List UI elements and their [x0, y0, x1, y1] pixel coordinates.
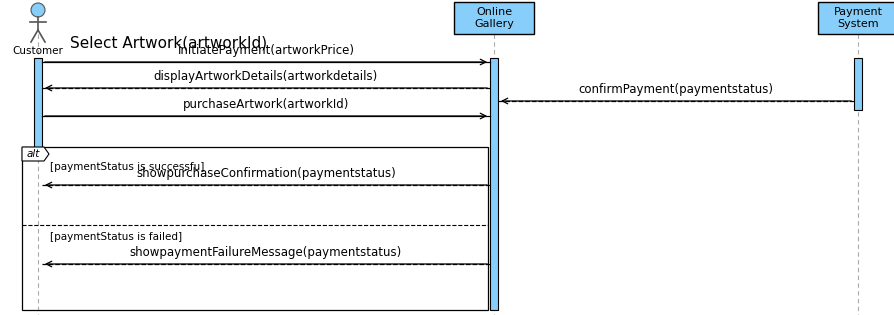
Bar — [34, 58, 42, 148]
Text: showpaymentFailureMessage(paymentstatus): showpaymentFailureMessage(paymentstatus) — [130, 246, 402, 259]
Bar — [854, 58, 862, 110]
Text: Payment
System: Payment System — [833, 7, 882, 29]
Text: showpurchaseConfirmation(paymentstatus): showpurchaseConfirmation(paymentstatus) — [136, 167, 396, 180]
Text: Select Artwork(artworkId): Select Artwork(artworkId) — [70, 36, 267, 50]
Text: [paymentStatus is successfu]: [paymentStatus is successfu] — [50, 162, 205, 172]
Bar — [490, 58, 498, 310]
Text: Customer: Customer — [13, 46, 63, 56]
Text: displayArtworkDetails(artworkdetails): displayArtworkDetails(artworkdetails) — [154, 70, 378, 83]
Circle shape — [31, 3, 45, 17]
Bar — [454, 2, 534, 34]
Text: purchaseArtwork(artworkId): purchaseArtwork(artworkId) — [182, 98, 350, 111]
Bar — [22, 147, 488, 310]
Bar — [818, 2, 894, 34]
Polygon shape — [22, 147, 49, 161]
Text: confirmPayment(paymentstatus): confirmPayment(paymentstatus) — [578, 83, 773, 96]
Text: initiatePayment(artworkPrice): initiatePayment(artworkPrice) — [178, 44, 355, 57]
Text: [paymentStatus is failed]: [paymentStatus is failed] — [50, 232, 182, 242]
Text: Online
Gallery: Online Gallery — [474, 7, 514, 29]
Text: alt: alt — [26, 149, 39, 159]
